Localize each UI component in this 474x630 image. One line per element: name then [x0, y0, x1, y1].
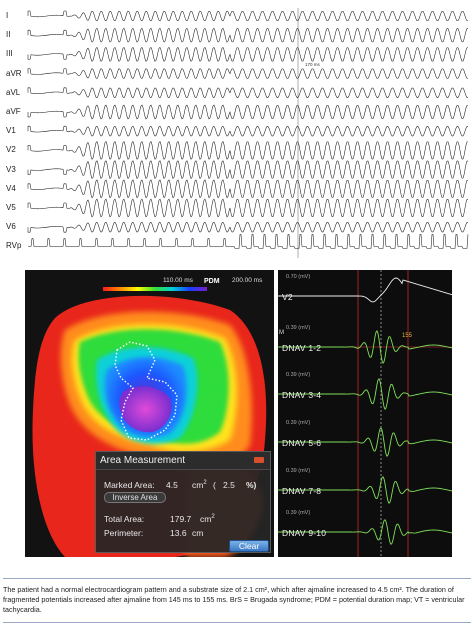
egm-channel-label-4: DNAV 7-8	[282, 486, 322, 496]
perimeter-label: Perimeter:	[104, 528, 144, 538]
egm-scale-label-4: 0.39 (mV)	[286, 468, 311, 474]
egm-channel-label-1: DNAV 1-2	[282, 343, 322, 353]
egm-scale-label-3: 0.39 (mV)	[286, 420, 311, 426]
ecg-marker-label: 170 ms	[305, 62, 320, 67]
pdm-color-scale	[103, 287, 207, 291]
inverse-area-button[interactable]: Inverse Area	[104, 492, 166, 503]
egm-channel-label-3: DNAV 5-6	[282, 438, 322, 448]
egm-scale-label-5: 0.39 (mV)	[286, 510, 311, 516]
lead-label-rvp: RVp	[6, 241, 22, 251]
total-area-label: Total Area:	[104, 514, 145, 524]
scale-title: PDM	[204, 278, 220, 285]
lead-label-iii: III	[6, 49, 13, 59]
marked-area-outline	[114, 341, 178, 441]
lead-label-v1: V1	[6, 126, 16, 136]
egm-channel-label-5: DNAV 9-10	[282, 528, 327, 538]
ecg-trace-avl	[27, 87, 468, 99]
ecg-trace-avf	[27, 104, 468, 120]
clear-button[interactable]: Clear	[229, 540, 269, 552]
lead-label-v5: V5	[6, 203, 16, 212]
egm-trace-1	[278, 330, 452, 364]
egm-scale-label-2: 0.39 (mV)	[286, 372, 311, 378]
lead-label-avf: aVF	[6, 107, 21, 116]
ecg-trace-i	[27, 10, 468, 22]
egm-scale-label-1: 0.39 (mV)	[286, 325, 311, 331]
ecg-trace-v2	[27, 141, 468, 160]
total-area-value: 179.7	[170, 514, 192, 524]
ecg-trace-avr	[27, 68, 468, 79]
marked-area-label: Marked Area:	[104, 480, 155, 490]
lead-label-i: I	[6, 11, 9, 20]
lead-label-ii: II	[6, 30, 11, 40]
egm-scale-label-0: 0.70 (mV)	[286, 274, 311, 280]
ecg-trace-v3	[27, 160, 468, 179]
lead-label-avr: aVR	[6, 68, 22, 78]
percent-sign: %)	[246, 480, 257, 490]
area-measurement-dialog[interactable]: Area Measurement Marked Area: 4.5 cm2 ( …	[95, 451, 271, 553]
electrogram-panel[interactable]	[278, 270, 452, 557]
ecg-tracing-panel	[0, 0, 474, 262]
scale-max-label: 200.00 ms	[232, 277, 263, 284]
dialog-title: Area Measurement	[100, 455, 186, 466]
marked-area-value: 4.5	[166, 480, 178, 490]
close-icon[interactable]	[254, 457, 264, 463]
egm-channel-label-0: V2	[282, 292, 293, 302]
perimeter-value: 13.6	[170, 528, 187, 538]
egm-trace-0	[278, 277, 452, 303]
egm-trace-5	[278, 518, 452, 546]
caption-rule	[3, 622, 471, 623]
lead-label-v3: V3	[6, 164, 16, 174]
marked-area-open-paren: (	[213, 480, 216, 490]
egm-trace-4	[278, 475, 452, 505]
dialog-title-bar[interactable]: Area Measurement	[96, 452, 270, 470]
marked-area-percent: 2.5	[223, 480, 235, 490]
ecg-trace-v6	[27, 221, 468, 233]
ecg-trace-v4	[27, 179, 468, 199]
ecg-trace-v1	[27, 125, 468, 137]
scale-min-label: 110.00 ms	[163, 277, 193, 284]
egm-side-letter: M	[279, 330, 284, 336]
total-area-unit: cm2	[200, 514, 215, 524]
electrogram-traces	[278, 270, 452, 557]
ecg-trace-rvp	[28, 234, 469, 249]
lead-label-v4: V4	[6, 183, 16, 193]
ecg-trace-ii	[27, 27, 468, 43]
lead-label-v2: V2	[6, 145, 16, 155]
marked-area-unit: cm2	[192, 480, 207, 490]
egm-trace-2	[278, 378, 452, 410]
egm-channel-label-2: DNAV 3-4	[282, 390, 322, 400]
figure-caption: The patient had a normal electrocardiogr…	[3, 578, 471, 615]
perimeter-unit: cm	[192, 528, 204, 538]
ecg-trace-iii	[27, 47, 468, 62]
ecg-trace-v5	[27, 198, 468, 218]
lead-label-avl: aVL	[6, 87, 21, 97]
lead-label-v6: V6	[6, 222, 16, 232]
egm-trace-3	[278, 427, 452, 457]
ecg-traces	[27, 8, 469, 258]
egm-marker-label: 155	[402, 333, 413, 339]
